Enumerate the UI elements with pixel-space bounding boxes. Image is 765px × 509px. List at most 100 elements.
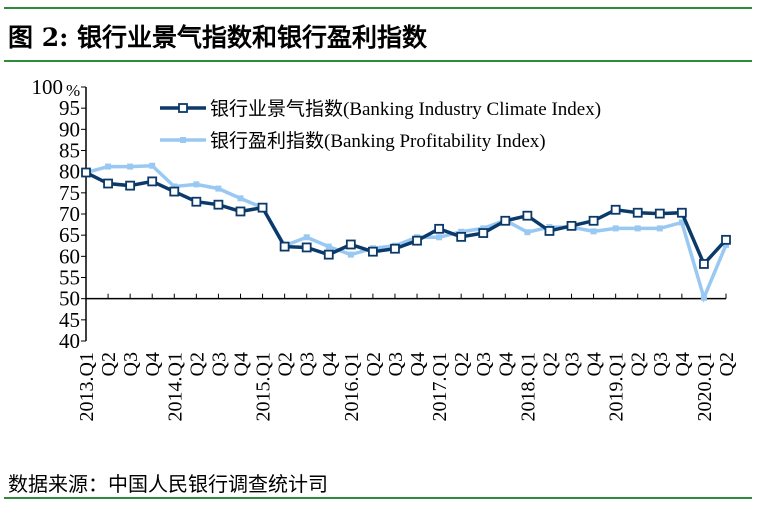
legend-label: 银行业景气指数(Banking Industry Climate Index) — [210, 98, 601, 120]
y-unit-label: % — [66, 81, 80, 100]
y-tick-label: 80 — [59, 160, 80, 184]
x-tick-label: Q2 — [275, 352, 297, 376]
data-point — [458, 228, 465, 235]
x-tick-label: Q2 — [98, 352, 120, 376]
x-tick-label: 2013.Q1 — [76, 352, 98, 421]
data-point — [215, 185, 222, 192]
y-tick-label: 95 — [59, 96, 80, 120]
x-tick-label: Q3 — [297, 352, 319, 376]
legend-marker — [180, 137, 186, 143]
data-point — [367, 246, 378, 257]
data-point — [612, 225, 619, 232]
figure-title: 图 2: 银行业景气指数和银行盈利指数 — [8, 23, 428, 52]
x-tick-label: Q4 — [319, 352, 341, 376]
y-tick-label: 100 — [32, 75, 64, 99]
data-point — [676, 207, 687, 218]
x-tick-label: Q2 — [539, 352, 561, 376]
x-tick-label: Q3 — [208, 352, 230, 376]
data-point — [169, 186, 180, 197]
data-point — [191, 196, 202, 207]
data-point — [632, 207, 643, 218]
data-point — [678, 219, 685, 226]
data-point — [700, 294, 707, 301]
y-tick-label: 45 — [59, 308, 80, 332]
x-tick-label: Q4 — [142, 352, 164, 376]
x-tick-label: Q3 — [562, 352, 584, 376]
data-point — [235, 206, 246, 217]
data-point — [213, 199, 224, 210]
data-point — [436, 234, 443, 241]
data-point — [103, 178, 113, 189]
data-point — [237, 195, 244, 202]
data-point — [654, 208, 665, 219]
data-point — [390, 243, 400, 254]
legend-marker — [178, 103, 188, 113]
data-point — [303, 234, 310, 241]
data-point — [81, 167, 91, 178]
data-point — [723, 241, 729, 248]
data-point — [345, 239, 356, 250]
data-point — [323, 249, 334, 260]
data-point — [721, 234, 731, 245]
legend-label: 银行盈利指数(Banking Profitability Index) — [210, 130, 546, 152]
data-point — [279, 241, 290, 252]
data-point — [127, 163, 134, 170]
data-point — [478, 228, 489, 238]
x-tick-label: Q2 — [628, 352, 650, 376]
x-tick-label: 2018.Q1 — [517, 352, 539, 421]
x-tick-label: Q3 — [120, 352, 142, 376]
series-line-1 — [85, 163, 728, 304]
x-tick-label: Q4 — [407, 352, 429, 376]
data-point — [590, 228, 597, 235]
x-tick-label: Q4 — [672, 352, 694, 376]
data-point — [588, 215, 599, 226]
x-tick-label: 2017.Q1 — [429, 352, 451, 421]
data-point — [634, 225, 641, 232]
top-rule — [4, 7, 752, 9]
data-point — [656, 225, 663, 232]
data-point — [171, 183, 178, 190]
data-point — [544, 226, 555, 236]
y-tick-label: 55 — [59, 266, 80, 290]
y-tick-label: 50 — [59, 287, 80, 311]
data-point — [193, 181, 200, 188]
data-point — [434, 223, 445, 234]
x-tick-label: Q2 — [451, 352, 473, 376]
title-rule — [4, 60, 752, 62]
y-tick-label: 70 — [59, 202, 80, 226]
data-point — [147, 176, 158, 187]
data-point — [412, 235, 422, 246]
y-tick-label: 90 — [59, 117, 80, 141]
x-tick-label: Q4 — [584, 352, 606, 376]
x-tick-label: Q3 — [650, 352, 672, 376]
data-point — [456, 231, 467, 242]
y-tick-label: 75 — [59, 181, 80, 205]
data-point — [522, 210, 533, 221]
y-tick-label: 60 — [59, 244, 80, 268]
data-point — [347, 251, 354, 258]
x-tick-label: 2019.Q1 — [606, 352, 628, 421]
source-note: 数据来源：中国人民银行调查统计司 — [8, 472, 328, 496]
data-point — [125, 180, 136, 191]
data-point — [524, 229, 531, 236]
x-tick-label: Q4 — [495, 352, 517, 376]
bottom-rule — [4, 497, 752, 499]
data-point — [500, 215, 511, 226]
x-tick-label: 2015.Q1 — [253, 352, 275, 421]
data-point — [610, 204, 621, 215]
data-point — [105, 163, 112, 170]
data-point — [566, 220, 577, 231]
data-point — [257, 202, 268, 213]
data-point — [699, 259, 709, 269]
x-tick-label: 2016.Q1 — [341, 352, 363, 421]
x-tick-label: Q4 — [230, 352, 252, 376]
data-point — [149, 162, 156, 169]
y-tick-label: 65 — [59, 223, 80, 247]
data-point — [325, 243, 332, 250]
x-tick-label: Q3 — [473, 352, 495, 376]
data-point — [301, 242, 312, 253]
x-tick-label: Q3 — [385, 352, 407, 376]
y-tick-label: 85 — [59, 139, 80, 163]
